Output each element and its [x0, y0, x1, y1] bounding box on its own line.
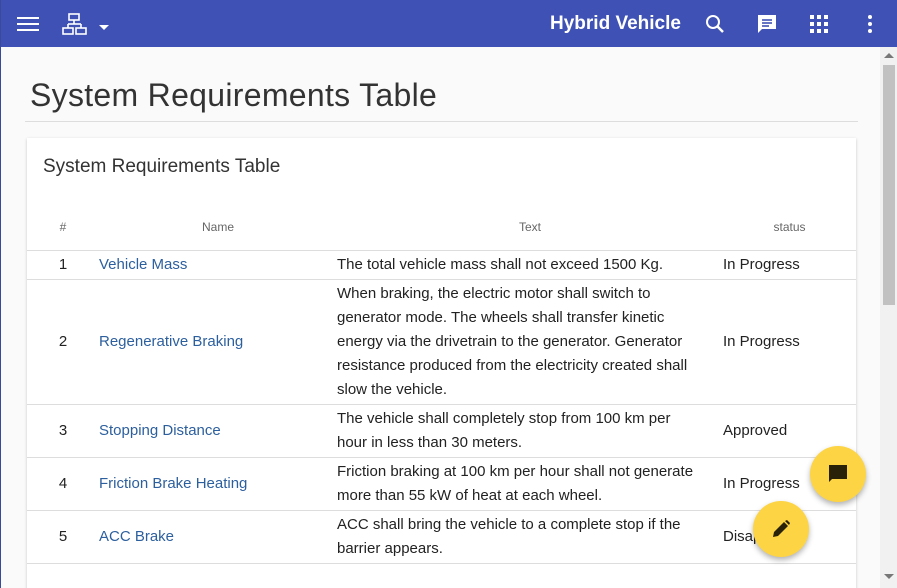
table-row: 1 Vehicle Mass The total vehicle mass sh…: [27, 250, 856, 280]
table-row: 5 ACC Brake ACC shall bring the vehicle …: [27, 510, 856, 564]
requirement-text: When braking, the electric motor shall s…: [337, 279, 723, 405]
requirement-link[interactable]: Vehicle Mass: [99, 255, 188, 273]
more-vert-icon[interactable]: [859, 0, 881, 47]
requirement-text: The vehicle shall completely stop from 1…: [337, 404, 723, 458]
requirement-link[interactable]: Stopping Distance: [99, 421, 221, 439]
row-number: 4: [27, 457, 99, 511]
chat-bubble-icon: [829, 465, 847, 482]
name-cell: Regenerative Braking: [99, 279, 337, 405]
column-header-status[interactable]: status: [723, 204, 856, 251]
divider: [25, 121, 858, 122]
name-cell: Stopping Distance: [99, 404, 337, 458]
name-cell: Friction Brake Heating: [99, 457, 337, 511]
row-number: 3: [27, 404, 99, 458]
edit-fab-button[interactable]: [753, 501, 809, 557]
column-header-number[interactable]: #: [27, 204, 99, 251]
search-icon[interactable]: [701, 0, 729, 47]
requirement-link[interactable]: Regenerative Braking: [99, 332, 244, 350]
name-cell: Vehicle Mass: [99, 250, 337, 280]
scrollbar-thumb[interactable]: [883, 65, 895, 305]
chat-icon[interactable]: [753, 0, 781, 47]
app-title: Hybrid Vehicle: [550, 13, 681, 34]
requirement-text: Friction braking at 100 km per hour shal…: [337, 457, 723, 511]
main-content: System Requirements Table System Require…: [1, 47, 880, 588]
row-number: 2: [27, 279, 99, 405]
requirement-link[interactable]: Friction Brake Heating: [99, 474, 248, 492]
requirements-table: # Name Text status 1 Vehicle Mass The to…: [27, 204, 856, 564]
column-header-name[interactable]: Name: [99, 204, 337, 251]
apps-icon[interactable]: [805, 0, 833, 47]
menu-icon[interactable]: [13, 0, 43, 47]
card-title: System Requirements Table: [43, 156, 281, 177]
status-cell: In Progress: [723, 279, 856, 405]
pencil-icon: [773, 520, 790, 537]
chat-fab-button[interactable]: [810, 446, 866, 502]
requirements-card: System Requirements Table # Name Text st…: [27, 138, 856, 588]
requirement-link[interactable]: ACC Brake: [99, 527, 175, 545]
row-number: 5: [27, 510, 99, 564]
sitemap-icon[interactable]: [59, 0, 113, 47]
column-header-text[interactable]: Text: [337, 204, 723, 251]
table-row: 4 Friction Brake Heating Friction brakin…: [27, 457, 856, 511]
table-row: 2 Regenerative Braking When braking, the…: [27, 279, 856, 405]
requirement-text: ACC shall bring the vehicle to a complet…: [337, 510, 723, 564]
status-cell: In Progress: [723, 250, 856, 280]
vertical-scrollbar[interactable]: [880, 47, 897, 588]
row-number: 1: [27, 250, 99, 280]
requirement-text: The total vehicle mass shall not exceed …: [337, 250, 723, 280]
page-title: System Requirements Table: [30, 77, 438, 113]
app-bar: Hybrid Vehicle: [1, 0, 897, 47]
name-cell: ACC Brake: [99, 510, 337, 564]
table-row: 3 Stopping Distance The vehicle shall co…: [27, 404, 856, 458]
